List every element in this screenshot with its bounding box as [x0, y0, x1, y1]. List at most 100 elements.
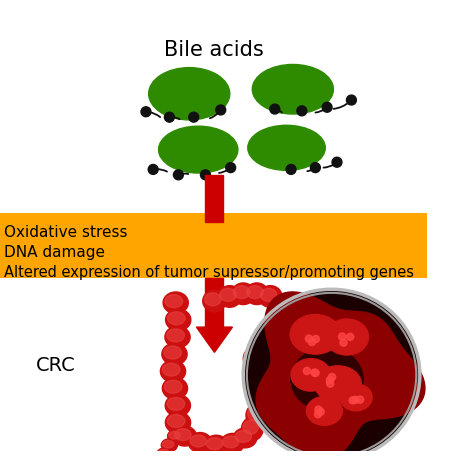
Circle shape — [357, 399, 365, 406]
Ellipse shape — [149, 68, 230, 120]
Ellipse shape — [165, 326, 190, 348]
Ellipse shape — [162, 343, 187, 365]
Ellipse shape — [167, 312, 185, 325]
Circle shape — [356, 390, 363, 398]
Text: Altered expression of tumor supressor/promoting genes: Altered expression of tumor supressor/pr… — [4, 265, 414, 280]
Ellipse shape — [168, 430, 184, 442]
Ellipse shape — [232, 283, 255, 305]
Ellipse shape — [260, 288, 277, 301]
Polygon shape — [196, 327, 232, 352]
Ellipse shape — [222, 436, 239, 448]
Circle shape — [302, 331, 310, 338]
Ellipse shape — [248, 125, 325, 170]
Ellipse shape — [203, 290, 226, 312]
Ellipse shape — [190, 435, 207, 447]
Ellipse shape — [173, 426, 196, 446]
Ellipse shape — [340, 384, 372, 411]
Circle shape — [189, 112, 199, 122]
Ellipse shape — [259, 286, 282, 307]
Circle shape — [339, 378, 346, 385]
Circle shape — [226, 163, 236, 173]
Ellipse shape — [160, 360, 186, 382]
Text: Bile acids: Bile acids — [164, 40, 264, 60]
Circle shape — [332, 157, 342, 167]
Circle shape — [322, 102, 332, 112]
Circle shape — [141, 107, 151, 117]
Polygon shape — [256, 292, 425, 461]
Circle shape — [346, 337, 354, 345]
Ellipse shape — [249, 392, 264, 405]
Ellipse shape — [204, 293, 221, 306]
Ellipse shape — [167, 397, 185, 410]
Ellipse shape — [246, 404, 268, 427]
Circle shape — [270, 104, 280, 114]
Circle shape — [337, 340, 344, 347]
Ellipse shape — [290, 314, 341, 354]
Circle shape — [325, 407, 332, 414]
Ellipse shape — [163, 292, 188, 314]
Ellipse shape — [165, 295, 182, 308]
Ellipse shape — [165, 412, 191, 433]
Text: Oxidative stress: Oxidative stress — [4, 225, 127, 240]
Circle shape — [173, 170, 183, 180]
Text: CRC: CRC — [36, 356, 76, 375]
Circle shape — [315, 412, 322, 419]
Ellipse shape — [163, 440, 174, 448]
Ellipse shape — [245, 283, 268, 305]
Ellipse shape — [158, 449, 169, 457]
Ellipse shape — [206, 438, 223, 450]
Ellipse shape — [162, 378, 188, 399]
Ellipse shape — [247, 407, 263, 420]
Ellipse shape — [252, 64, 333, 114]
Circle shape — [313, 375, 320, 383]
Circle shape — [201, 170, 210, 180]
Ellipse shape — [243, 289, 420, 460]
Ellipse shape — [314, 366, 361, 402]
Ellipse shape — [164, 346, 182, 359]
Ellipse shape — [165, 395, 191, 416]
Bar — [0, 213, 427, 278]
Ellipse shape — [165, 309, 191, 331]
Ellipse shape — [291, 359, 331, 391]
Circle shape — [310, 368, 317, 375]
Circle shape — [319, 332, 326, 339]
Bar — [205, 278, 223, 327]
Bar — [205, 175, 223, 222]
Ellipse shape — [246, 365, 261, 378]
Circle shape — [216, 105, 226, 115]
Ellipse shape — [235, 430, 252, 442]
Ellipse shape — [175, 428, 191, 441]
Ellipse shape — [233, 428, 257, 448]
Ellipse shape — [246, 374, 268, 397]
Circle shape — [348, 389, 355, 396]
Ellipse shape — [157, 448, 173, 460]
Circle shape — [164, 112, 174, 122]
Circle shape — [319, 330, 326, 337]
Ellipse shape — [162, 363, 180, 376]
Ellipse shape — [325, 319, 368, 355]
Circle shape — [339, 331, 346, 338]
Ellipse shape — [169, 431, 180, 439]
Ellipse shape — [159, 126, 238, 173]
Circle shape — [286, 164, 296, 174]
Circle shape — [297, 106, 307, 116]
Ellipse shape — [221, 433, 244, 453]
Ellipse shape — [205, 435, 228, 455]
Ellipse shape — [241, 417, 263, 441]
Ellipse shape — [245, 350, 260, 364]
Ellipse shape — [291, 348, 363, 411]
Ellipse shape — [220, 288, 236, 301]
Circle shape — [341, 384, 348, 391]
Circle shape — [310, 163, 320, 173]
Ellipse shape — [306, 396, 342, 425]
Circle shape — [346, 95, 356, 105]
Ellipse shape — [233, 286, 250, 299]
Ellipse shape — [243, 420, 258, 434]
Ellipse shape — [164, 380, 182, 393]
Ellipse shape — [247, 286, 263, 299]
Ellipse shape — [161, 439, 177, 451]
Ellipse shape — [218, 286, 241, 307]
Ellipse shape — [248, 388, 269, 412]
Circle shape — [332, 383, 339, 390]
Circle shape — [327, 408, 335, 415]
